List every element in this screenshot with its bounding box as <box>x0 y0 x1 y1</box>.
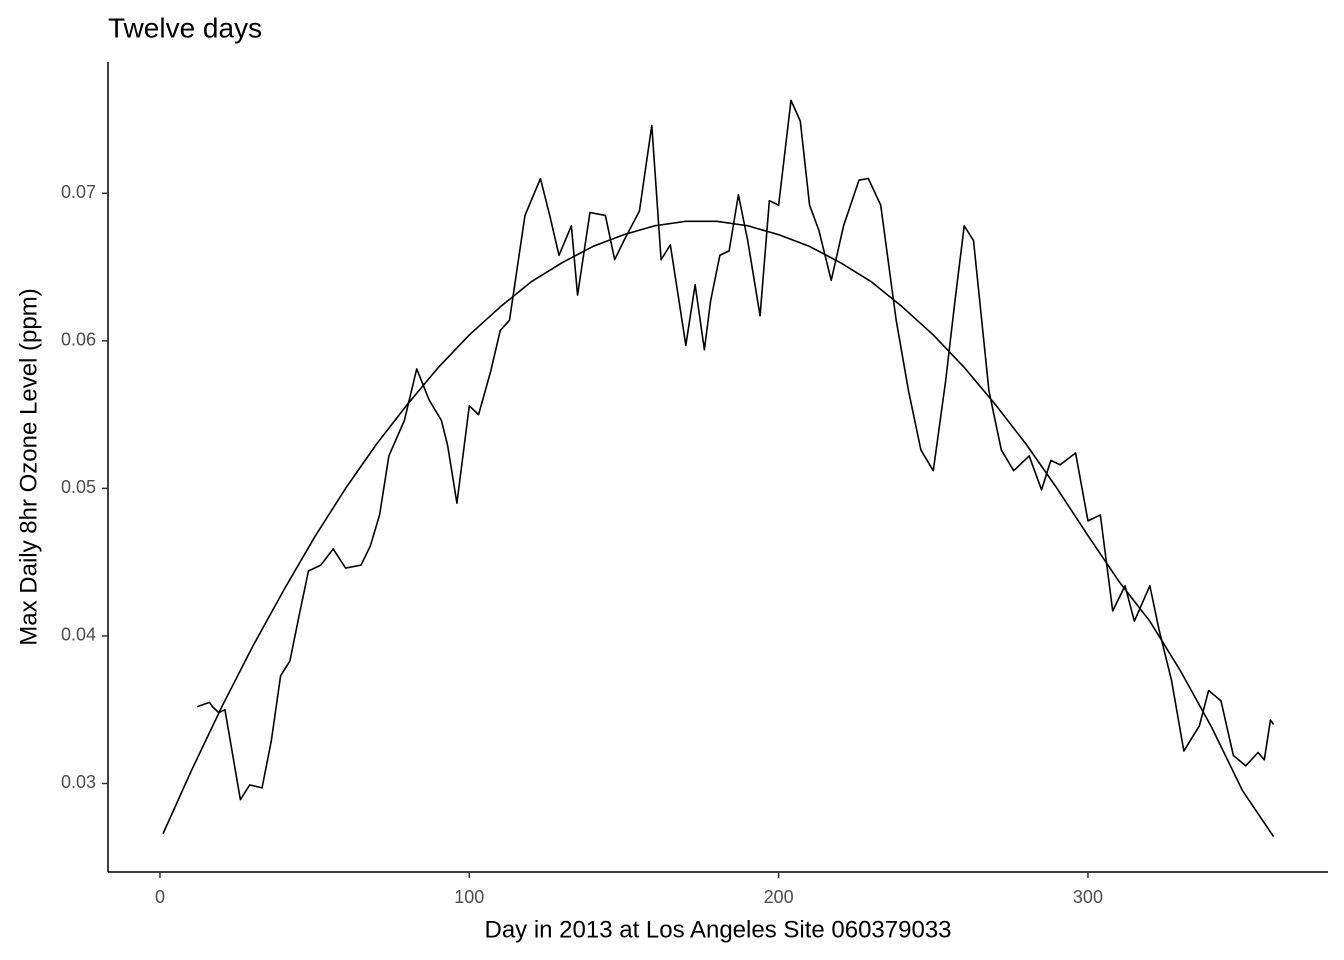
chart-title: Twelve days <box>108 12 262 43</box>
y-tick-label: 0.03 <box>61 772 96 792</box>
x-axis-label: Day in 2013 at Los Angeles Site 06037903… <box>484 916 951 943</box>
y-tick-label: 0.06 <box>61 330 96 350</box>
y-axis-label: Max Daily 8hr Ozone Level (ppm) <box>15 288 42 645</box>
y-tick-label: 0.07 <box>61 182 96 202</box>
x-tick-label: 100 <box>454 887 484 907</box>
x-tick-label: 300 <box>1073 887 1103 907</box>
line <box>162 220 1275 838</box>
x-tick-label: 200 <box>764 887 794 907</box>
x-tick-label: 0 <box>155 887 165 907</box>
y-tick-label: 0.05 <box>61 477 96 497</box>
y-tick-label: 0.04 <box>61 625 96 645</box>
line <box>196 99 1275 801</box>
